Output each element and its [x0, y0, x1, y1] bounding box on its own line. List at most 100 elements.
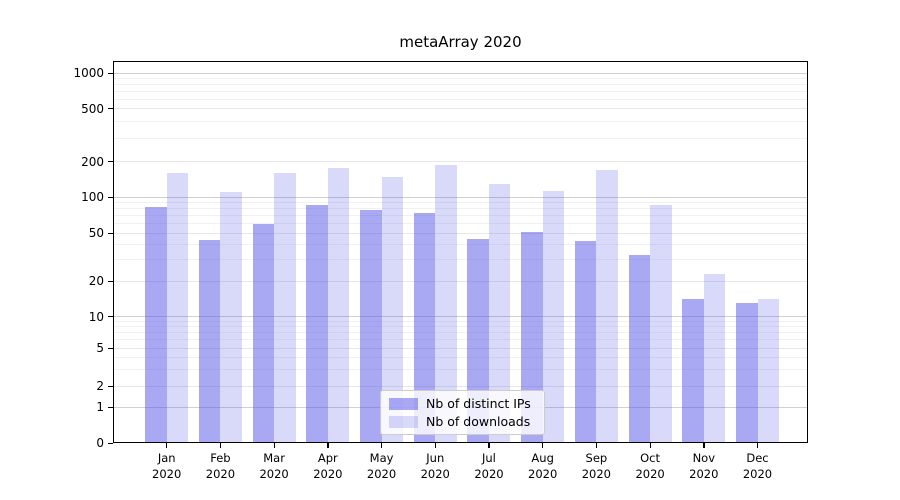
gridline: [113, 244, 808, 246]
x-tick-mark: [166, 443, 168, 448]
y-tick-mark: [108, 72, 113, 75]
y-tick-mark: [108, 442, 113, 444]
bar-downloads: [381, 177, 404, 443]
x-tick-label-line: 2020: [205, 467, 236, 481]
x-tick-label-line: 2020: [152, 467, 182, 481]
y-tick-mark: [108, 406, 113, 408]
gridline: [113, 196, 808, 198]
gridline: [113, 316, 808, 317]
bar-distinct-ips: [306, 205, 328, 443]
bar-downloads: [703, 273, 726, 443]
x-tick-label-line: 2020: [313, 467, 343, 481]
x-tick-mark: [703, 443, 705, 448]
y-tick-label: 2: [96, 379, 104, 393]
gridline: [113, 78, 808, 80]
x-tick-label-line: Feb: [210, 451, 231, 465]
legend-item-downloads: Nb of downloads: [389, 414, 536, 429]
gridline: [113, 201, 808, 203]
x-tick-label-line: 2020: [259, 467, 289, 481]
y-tick-label: 50: [88, 226, 104, 240]
bar-distinct-ips: [413, 213, 436, 443]
x-tick-label: Feb 2020: [190, 450, 250, 482]
gridline: [113, 332, 808, 334]
x-tick-label-line: Sep: [585, 451, 608, 465]
gridline: [113, 326, 808, 328]
y-tick-label: 10: [88, 309, 104, 324]
x-tick-label-line: 2020: [689, 467, 719, 481]
x-tick-label: Jan 2020: [137, 450, 197, 482]
y-tick-mark: [108, 108, 113, 110]
x-tick-label-line: 2020: [474, 467, 504, 481]
legend-label-downloads: Nb of downloads: [426, 414, 531, 429]
y-tick-label: 20: [88, 274, 104, 288]
legend: Nb of distinct IPs Nb of downloads: [380, 390, 545, 435]
x-tick-label-line: 2020: [528, 467, 558, 481]
gridline: [113, 223, 808, 225]
y-tick-mark: [108, 316, 113, 318]
gridline: [113, 232, 808, 234]
x-tick-label: Mar 2020: [244, 450, 304, 482]
x-tick-mark: [542, 443, 544, 448]
x-tick-mark: [649, 443, 651, 448]
bar-distinct-ips: [736, 303, 758, 443]
bar-downloads: [488, 183, 511, 443]
x-tick-mark: [327, 443, 329, 448]
bar-distinct-ips: [198, 239, 221, 443]
x-tick-mark: [381, 443, 383, 448]
bar-downloads: [327, 168, 350, 443]
x-tick-label-line: Dec: [746, 451, 769, 465]
bar-distinct-ips: [145, 207, 167, 443]
y-tick-mark: [108, 161, 113, 163]
y-tick-label: 1000: [73, 66, 104, 81]
legend-item-distinct-ips: Nb of distinct IPs: [389, 396, 536, 411]
y-tick-mark: [108, 196, 113, 198]
x-tick-label-line: 2020: [366, 467, 397, 481]
x-tick-label-line: Oct: [640, 451, 661, 465]
bar-distinct-ips: [360, 209, 382, 443]
gridline: [113, 385, 808, 387]
gridline: [113, 90, 808, 92]
legend-label-distinct-ips: Nb of distinct IPs: [426, 396, 531, 411]
y-tick-label: 1: [96, 400, 104, 414]
bar-downloads: [435, 165, 457, 443]
bar-downloads: [596, 169, 618, 443]
y-tick-label: 500: [81, 101, 104, 116]
x-tick-label: Apr 2020: [298, 450, 358, 482]
bar-downloads: [542, 191, 565, 443]
bar-downloads: [274, 172, 296, 443]
bar-downloads: [757, 299, 779, 443]
x-tick-label-line: May: [369, 451, 394, 465]
x-tick-label: Jul 2020: [459, 450, 519, 482]
legend-swatch-distinct-ips: [389, 397, 418, 410]
x-tick-label-line: Apr: [317, 451, 338, 465]
x-tick-label: Sep 2020: [566, 450, 626, 482]
gridline: [113, 72, 808, 74]
gridline: [113, 161, 808, 163]
bar-downloads: [220, 191, 242, 443]
x-tick-label: Jun 2020: [405, 450, 465, 482]
gridline: [113, 356, 808, 358]
y-tick-mark: [108, 280, 113, 282]
y-tick-mark: [108, 347, 113, 349]
gridline: [113, 84, 808, 86]
gridline: [113, 208, 808, 210]
gridline: [113, 320, 808, 322]
y-tick-label: 0: [96, 436, 104, 450]
chart-title: metaArray 2020: [399, 33, 522, 51]
x-tick-label: Nov 2020: [674, 450, 734, 482]
x-tick-label-line: 2020: [581, 467, 612, 481]
x-tick-mark: [434, 443, 437, 448]
x-tick-mark: [273, 443, 275, 448]
y-tick-label: 100: [81, 190, 104, 204]
x-tick-label-line: Mar: [263, 451, 285, 465]
y-tick-label: 200: [81, 154, 104, 169]
legend-swatch-downloads: [389, 415, 418, 428]
x-tick-label: May 2020: [352, 450, 412, 482]
gridline: [113, 280, 808, 282]
x-tick-mark: [219, 443, 222, 448]
x-tick-label-line: Jun: [426, 451, 445, 465]
gridline: [113, 120, 808, 122]
gridline: [113, 137, 808, 139]
bar-downloads: [166, 172, 189, 443]
